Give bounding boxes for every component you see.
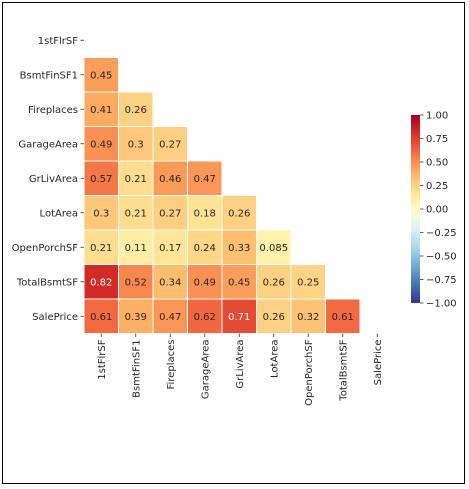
colorbar-gradient <box>411 115 420 303</box>
cell-value-label: 0.61 <box>90 312 112 323</box>
cell-value-label: 0.17 <box>159 243 181 254</box>
cell-value-label: 0.24 <box>194 243 216 254</box>
heatmap-cell-saleprice-fireplaces <box>152 298 188 334</box>
heatmap-cell-totalbsmtsf-lotarea <box>256 264 292 300</box>
cell-value-label: 0.18 <box>194 208 216 219</box>
heatmap-cell-saleprice-1stflrsf <box>83 298 119 334</box>
cell-value-label: 0.27 <box>159 208 181 219</box>
cell-value-label: 0.26 <box>228 208 250 219</box>
y-tick-label-garagearea: GarageArea <box>18 139 78 150</box>
cell-value-label: 0.26 <box>263 312 285 323</box>
heatmap-cell-openporchsf-garagearea <box>187 229 223 265</box>
cell-value-label: 0.62 <box>194 312 216 323</box>
y-tick-label-openporchsf: OpenPorchSF <box>12 243 79 254</box>
cell-value-label: 0.49 <box>194 277 216 288</box>
cell-value-label: 0.3 <box>93 208 109 219</box>
cell-value-label: 0.26 <box>263 277 285 288</box>
heatmap-cell-garagearea-fireplaces <box>152 126 188 162</box>
cell-value-label: 0.45 <box>228 277 250 288</box>
y-tick-label-totalbsmtsf: TotalBsmtSF <box>16 277 78 288</box>
y-tick-label-1stflrsf: 1stFlrSF <box>38 36 78 47</box>
y-tick-label-fireplaces: Fireplaces <box>28 105 78 116</box>
cell-value-label: 0.34 <box>159 277 181 288</box>
row-labels: 1stFlrSF BsmtFinSF1 Fireplaces GarageArea Gr… <box>12 36 84 323</box>
heatmap-cell-lotarea-garagearea <box>187 195 223 231</box>
y-tick-label-saleprice: SalePrice <box>32 312 78 323</box>
colorbar-tick-label: −0.50 <box>426 252 457 263</box>
heatmap-cell-grlivarea-garagearea <box>187 160 223 196</box>
y-tick-label-bsmtfinsf1: BsmtFinSF1 <box>20 70 78 81</box>
x-tick-label-1stflrsf: 1stFlrSF <box>97 339 108 379</box>
cell-value-label: 0.21 <box>90 243 112 254</box>
cell-value-label: 0.46 <box>159 174 181 185</box>
figure-frame: 0.45 0.41 0.26 0.49 0.3 0.27 0.57 0.21 0.46 0.47 0… <box>2 2 465 484</box>
colorbar: 1.00 0.75 0.50 0.25 0.00 −0.25 −0.50 −0.75 −1.00 <box>411 111 457 310</box>
heatmap-cell-totalbsmtsf-1stflrsf <box>83 264 119 300</box>
cell-value-label: 0.32 <box>297 312 319 323</box>
cell-value-label: 0.3 <box>128 139 144 150</box>
x-tick-label-saleprice: SalePrice <box>373 340 384 386</box>
x-tick-label-totalbsmtsf: TotalBsmtSF <box>338 339 349 401</box>
heatmap-cell-lotarea-bsmtfinsf1 <box>118 195 154 231</box>
cell-value-label: 0.52 <box>125 277 147 288</box>
x-tick-label-bsmtfinsf1: BsmtFinSF1 <box>131 340 142 398</box>
y-tick-label-grlivarea: GrLivArea <box>29 174 78 185</box>
cell-value-label: 0.47 <box>159 312 181 323</box>
cell-value-label: 0.11 <box>125 243 147 254</box>
cell-value-label: 0.47 <box>194 174 216 185</box>
cell-value-label: 0.61 <box>332 312 354 323</box>
y-tick-label-lotarea: LotArea <box>40 208 78 219</box>
x-tick-label-lotarea: LotArea <box>269 340 280 378</box>
x-tick-label-openporchsf: OpenPorchSF <box>304 339 315 406</box>
cell-value-label: 0.21 <box>125 208 147 219</box>
heatmap-cells: 0.45 0.41 0.26 0.49 0.3 0.27 0.57 0.21 0.46 0.47 0… <box>83 57 361 334</box>
colorbar-tick-label: −0.75 <box>426 275 457 286</box>
heatmap-cell-openporchsf-fireplaces <box>152 229 188 265</box>
heatmap-cell-grlivarea-bsmtfinsf1 <box>118 160 154 196</box>
cell-value-label: 0.26 <box>125 105 147 116</box>
colorbar-tick-label: 1.00 <box>426 111 448 122</box>
heatmap-cell-openporchsf-grlivarea <box>221 229 257 265</box>
colorbar-tick-label: 0.50 <box>426 158 448 169</box>
colorbar-tick-label: 0.25 <box>426 181 448 192</box>
heatmap-cell-fireplaces-1stflrsf <box>83 91 119 127</box>
heatmap-cell-saleprice-totalbsmtsf <box>325 298 361 334</box>
cell-value-label: 0.33 <box>228 243 250 254</box>
cell-value-label: 0.21 <box>125 174 147 185</box>
cell-value-label: 0.41 <box>90 105 112 116</box>
cell-value-label: 0.27 <box>159 139 181 150</box>
x-tick-label-fireplaces: Fireplaces <box>166 340 177 390</box>
colorbar-tick-label: 0.00 <box>426 205 448 216</box>
column-labels: 1stFlrSF BsmtFinSF1 Fireplaces GarageArea Gr… <box>97 333 384 406</box>
heatmap-cell-totalbsmtsf-openporchsf <box>290 264 326 300</box>
cell-value-label: 0.085 <box>259 243 288 254</box>
heatmap-cell-openporchsf-bsmtfinsf1 <box>118 229 154 265</box>
colorbar-tick-label: 0.75 <box>426 134 448 145</box>
cell-value-label: 0.25 <box>297 277 319 288</box>
cell-value-label: 0.71 <box>228 312 250 323</box>
x-tick-label-grlivarea: GrLivArea <box>235 340 246 389</box>
cell-value-label: 0.57 <box>90 174 112 185</box>
correlation-heatmap: 0.45 0.41 0.26 0.49 0.3 0.27 0.57 0.21 0.46 0.47 0… <box>12 36 457 406</box>
colorbar-tick-label: −0.25 <box>426 228 457 239</box>
heatmap-cell-totalbsmtsf-bsmtfinsf1 <box>118 264 154 300</box>
cell-value-label: 0.45 <box>90 70 112 81</box>
cell-value-label: 0.82 <box>90 277 112 288</box>
cell-value-label: 0.39 <box>125 312 147 323</box>
cell-value-label: 0.49 <box>90 139 112 150</box>
colorbar-tick-label: −1.00 <box>426 299 457 310</box>
x-tick-label-garagearea: GarageArea <box>200 340 211 400</box>
heatmap-cell-openporchsf-lotarea <box>256 229 292 265</box>
